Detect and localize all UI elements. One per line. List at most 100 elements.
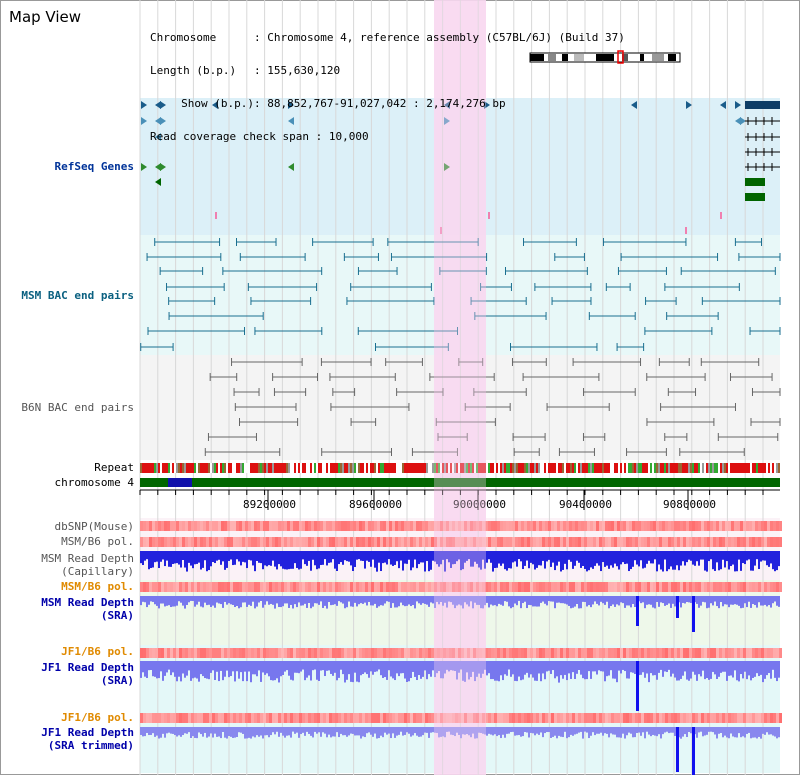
pol-cell: [683, 521, 686, 531]
repeat-segment: [766, 463, 768, 473]
read-depth-bar: [554, 596, 556, 609]
pol-cell: [344, 713, 347, 723]
read-depth-bar: [470, 596, 472, 602]
pol-cell: [665, 537, 668, 547]
pol-cell: [194, 582, 197, 592]
read-depth-bar: [594, 596, 596, 602]
repeat-segment: [262, 463, 264, 473]
pol-cell: [176, 537, 179, 547]
repeat-segment: [672, 463, 674, 473]
pol-cell: [716, 537, 719, 547]
read-depth-bar: [642, 727, 644, 733]
pol-cell: [158, 648, 161, 658]
pol-cell: [230, 537, 233, 547]
read-depth-bar: [354, 596, 356, 603]
feature-mark: [685, 227, 687, 234]
read-depth-bar: [346, 596, 348, 608]
pol-cell: [650, 537, 653, 547]
pol-cell: [524, 648, 527, 658]
pol-cell: [776, 582, 779, 592]
pol-cell: [479, 537, 482, 547]
read-depth-bar: [454, 661, 456, 672]
read-depth-bar: [214, 661, 216, 681]
pol-cell: [542, 713, 545, 723]
pol-cell: [206, 521, 209, 531]
read-depth-bar: [330, 551, 332, 563]
read-depth-bar: [478, 596, 480, 605]
read-depth-bar: [698, 551, 700, 566]
read-depth-bar: [628, 596, 630, 606]
read-depth-bar: [564, 596, 566, 604]
read-depth-bar: [394, 727, 396, 738]
repeat-segment: [586, 463, 588, 473]
pol-cell: [410, 521, 413, 531]
read-depth-bar: [418, 551, 420, 565]
pol-cell: [611, 582, 614, 592]
read-depth-bar: [356, 661, 358, 682]
pol-cell: [494, 648, 497, 658]
read-depth-bar: [200, 727, 202, 735]
pol-cell: [314, 537, 317, 547]
pol-cell: [743, 582, 746, 592]
read-depth-bar: [758, 596, 760, 603]
pol-cell: [389, 537, 392, 547]
repeat-segment: [712, 463, 714, 473]
read-depth-bar: [512, 596, 514, 608]
read-depth-bar: [492, 596, 494, 606]
track-label-b6n-bac[interactable]: B6N BAC end pairs: [21, 401, 134, 414]
read-depth-bar: [338, 661, 340, 678]
read-depth-bar: [404, 661, 406, 679]
read-depth-spike: [676, 727, 679, 772]
track-label-refseq[interactable]: RefSeq Genes: [54, 160, 134, 173]
pol-cell: [773, 521, 776, 531]
read-depth-bar: [598, 596, 600, 606]
read-depth-bar: [332, 661, 334, 676]
pol-cell: [497, 648, 500, 658]
read-depth-bar: [398, 661, 400, 677]
read-depth-bar: [486, 661, 488, 676]
read-depth-bar: [406, 596, 408, 606]
read-depth-bar: [452, 551, 454, 565]
read-depth-bar: [280, 551, 282, 567]
read-depth-bar: [404, 596, 406, 607]
repeat-segment: [392, 463, 394, 473]
read-depth-bar: [662, 661, 664, 677]
pol-cell: [305, 582, 308, 592]
read-depth-bar: [730, 596, 732, 605]
pol-cell: [341, 582, 344, 592]
read-depth-bar: [696, 596, 698, 604]
read-depth-bar: [736, 661, 738, 681]
read-depth-bar: [510, 551, 512, 569]
track-label-msm-bac[interactable]: MSM BAC end pairs: [21, 289, 134, 302]
repeat-segment: [148, 463, 150, 473]
pol-cell: [683, 713, 686, 723]
repeat-segment: [312, 463, 314, 473]
pol-cell: [314, 648, 317, 658]
pol-cell: [323, 521, 326, 531]
axis-tick-label: 90000000: [453, 498, 506, 511]
read-depth-bar: [268, 661, 270, 677]
read-depth-bar: [462, 727, 464, 735]
read-depth-bar: [446, 661, 448, 670]
read-depth-bar: [524, 727, 526, 733]
pol-cell: [209, 521, 212, 531]
pol-cell: [728, 582, 731, 592]
read-depth-bar: [540, 727, 542, 733]
read-depth-bar: [232, 596, 234, 605]
read-depth-bar: [342, 596, 344, 604]
read-depth-bar: [602, 551, 604, 563]
read-depth-bar: [492, 551, 494, 572]
read-depth-bar: [274, 727, 276, 735]
read-depth-bar: [328, 596, 330, 603]
pol-cell: [728, 648, 731, 658]
pol-cell: [404, 537, 407, 547]
read-depth-bar: [334, 551, 336, 569]
pol-cell: [356, 713, 359, 723]
read-depth-bar: [534, 596, 536, 607]
pol-cell: [143, 582, 146, 592]
pol-cell: [281, 582, 284, 592]
gene-arrow: [160, 163, 166, 171]
pol-cell: [476, 713, 479, 723]
pol-cell: [578, 648, 581, 658]
